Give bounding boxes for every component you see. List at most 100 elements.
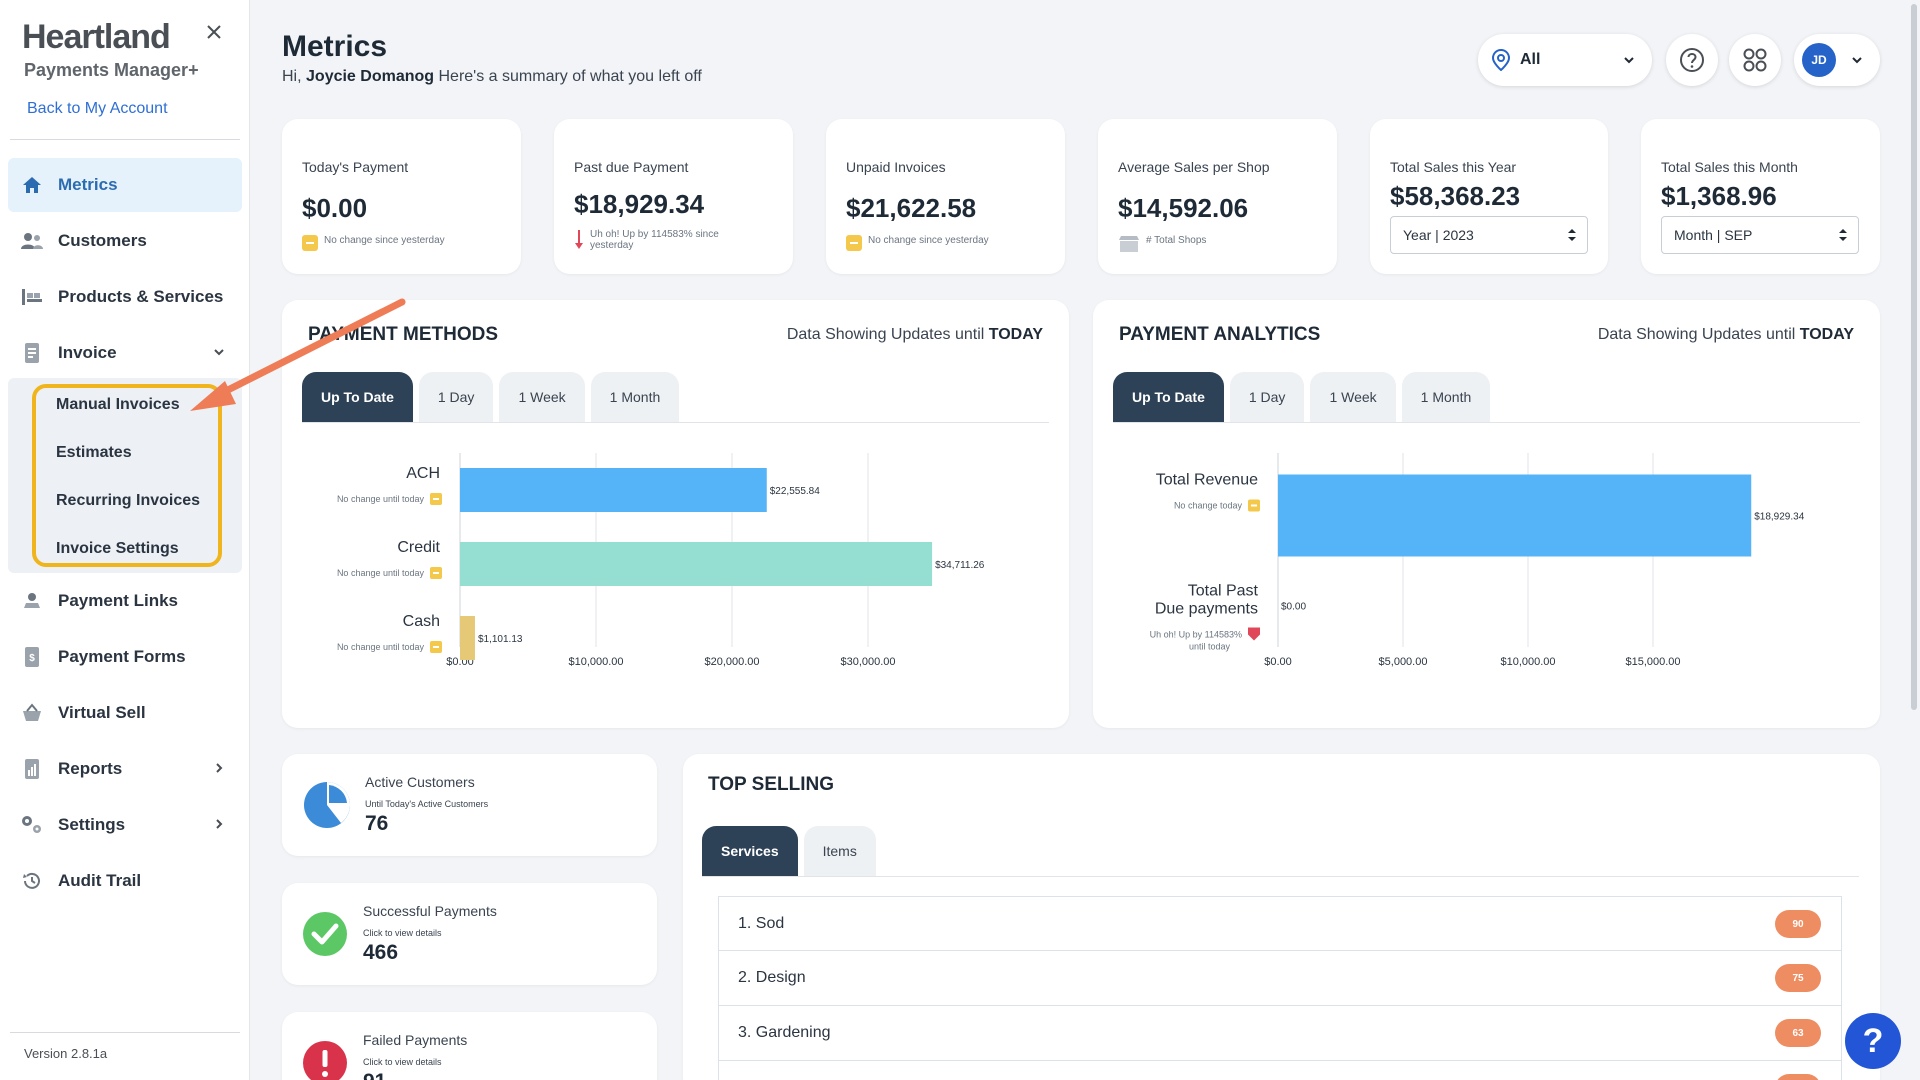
stat-label: Past due Payment (574, 159, 689, 175)
sidebar-item-audit-trail[interactable]: Audit Trail (8, 854, 242, 908)
period-tabs: Up To Date 1 Day 1 Week 1 Month (302, 372, 680, 422)
shop-icon (1119, 236, 1139, 252)
count-badge (1775, 1074, 1821, 1080)
list-item[interactable]: 2. Design 75 (718, 951, 1842, 1006)
category-label: Due payments (1155, 601, 1258, 618)
count-badge: 90 (1775, 910, 1821, 938)
category-label: Credit (397, 539, 440, 556)
sidebar-item-virtual-sell[interactable]: Virtual Sell (8, 686, 242, 740)
kpi-subtitle: Until Today's Active Customers (365, 799, 489, 809)
bar (460, 468, 767, 512)
list-item[interactable] (718, 1061, 1842, 1080)
help-fab-button[interactable]: ? (1845, 1013, 1901, 1069)
stat-label: Unpaid Invoices (846, 159, 946, 175)
tab-1-day[interactable]: 1 Day (418, 372, 494, 422)
sidebar-item-customers[interactable]: Customers (8, 214, 242, 268)
payment-link-icon (20, 589, 44, 613)
kpi-title: Failed Payments (363, 1032, 468, 1048)
data-label: $34,711.26 (935, 560, 985, 571)
sidebar-item-products-services[interactable]: Products & Services (8, 270, 242, 324)
submenu-estimates[interactable]: Estimates (56, 444, 132, 461)
kpi-card-failed-payments[interactable]: Failed Payments Click to view details 91 (282, 1012, 657, 1080)
tab-items[interactable]: Items (803, 826, 876, 876)
x-tick-label: $5,000.00 (1379, 656, 1428, 668)
stat-label: Average Sales per Shop (1118, 159, 1270, 175)
sidebar-item-label: Virtual Sell (58, 703, 146, 722)
user-menu-button[interactable]: JD (1794, 34, 1880, 86)
list-item[interactable]: 3. Gardening 63 (718, 1006, 1842, 1061)
submenu-manual-invoices[interactable]: Manual Invoices (56, 396, 180, 413)
apps-button[interactable] (1729, 34, 1781, 86)
kpi-title: Active Customers (365, 774, 475, 790)
stat-value: $18,929.34 (574, 189, 705, 219)
back-to-account-link[interactable]: Back to My Account (27, 100, 168, 117)
kpi-subtitle: Click to view details (363, 1057, 442, 1067)
payment-analytics-panel: PAYMENT ANALYTICS Data Showing Updates u… (1093, 300, 1880, 728)
data-label: $0.00 (1281, 602, 1306, 613)
payment-form-icon: $ (20, 645, 44, 669)
category-note: No change until today (337, 494, 425, 504)
avatar: JD (1802, 43, 1836, 77)
sidebar-item-invoice[interactable]: Invoice (8, 326, 242, 380)
question-circle-icon (1680, 48, 1704, 72)
users-icon (20, 229, 44, 253)
sidebar-item-label: Invoice (58, 343, 117, 362)
tab-1-week[interactable]: 1 Week (1310, 372, 1396, 422)
top-selling-tabs: Services Items (702, 826, 876, 876)
stat-value: $58,368.23 (1390, 181, 1521, 211)
tab-up-to-date[interactable]: Up To Date (302, 372, 413, 422)
divider (10, 139, 240, 140)
chevron-down-icon (1624, 57, 1634, 64)
data-label: $22,555.84 (770, 486, 820, 497)
category-note: No change today (1174, 501, 1243, 511)
tab-services[interactable]: Services (702, 826, 798, 876)
basket-icon (20, 701, 44, 725)
year-select[interactable]: Year | 2023 (1390, 216, 1588, 254)
greeting: Hi, Joycie Domanog Here's a summary of w… (282, 68, 702, 86)
sidebar-item-label: Products & Services (58, 287, 224, 306)
divider (1113, 422, 1860, 423)
location-select[interactable]: All (1478, 34, 1652, 86)
tab-1-month[interactable]: 1 Month (1401, 372, 1491, 422)
stat-note: Uh oh! Up by 114583% since yesterday (574, 229, 724, 251)
sidebar-item-payment-links[interactable]: Payment Links (8, 574, 242, 628)
divider (10, 1032, 240, 1033)
bar (460, 616, 475, 660)
month-select[interactable]: Month | SEP (1661, 216, 1859, 254)
x-tick-label: $10,000.00 (1500, 656, 1555, 668)
sort-arrows-icon (1568, 229, 1576, 241)
sidebar-item-payment-forms[interactable]: $ Payment Forms (8, 630, 242, 684)
kpi-card-active-customers[interactable]: Active Customers Until Today's Active Cu… (282, 754, 657, 856)
stat-note: # Total Shops (1118, 235, 1206, 253)
no-change-icon-dash (433, 498, 439, 500)
kpi-value: 76 (365, 812, 389, 835)
tab-1-week[interactable]: 1 Week (499, 372, 585, 422)
submenu-recurring-invoices[interactable]: Recurring Invoices (56, 492, 201, 509)
sidebar-item-metrics[interactable]: Metrics (8, 158, 242, 212)
sidebar: Heartland Payments Manager+ Back to My A… (0, 0, 250, 1080)
submenu-invoice-settings[interactable]: Invoice Settings (56, 540, 179, 557)
sidebar-item-settings[interactable]: Settings (8, 798, 242, 852)
thumbs-down-icon (1248, 627, 1260, 641)
close-icon[interactable] (204, 22, 224, 42)
bar (1278, 474, 1752, 557)
x-tick-label: $20,000.00 (704, 656, 759, 668)
tab-1-month[interactable]: 1 Month (590, 372, 680, 422)
stat-card-past-due-payment: Past due Payment $18,929.34 Uh oh! Up by… (554, 119, 793, 274)
stat-value: $0.00 (302, 193, 368, 223)
location-value: All (1520, 51, 1541, 68)
highlight-annotation-box (32, 384, 222, 567)
stat-value: $1,368.96 (1661, 181, 1777, 211)
tab-1-day[interactable]: 1 Day (1229, 372, 1305, 422)
list-item[interactable]: 1. Sod 90 (718, 896, 1842, 951)
scrollbar[interactable] (1908, 0, 1920, 1080)
sidebar-item-reports[interactable]: Reports (8, 742, 242, 796)
tab-up-to-date[interactable]: Up To Date (1113, 372, 1224, 422)
arrow-down-icon (575, 230, 583, 249)
x-tick-label: $15,000.00 (1625, 656, 1680, 668)
bar (460, 542, 933, 586)
kpi-card-successful-payments[interactable]: Successful Payments Click to view detail… (282, 883, 657, 985)
scroll-thumb[interactable] (1911, 4, 1917, 710)
help-button[interactable] (1666, 34, 1718, 86)
